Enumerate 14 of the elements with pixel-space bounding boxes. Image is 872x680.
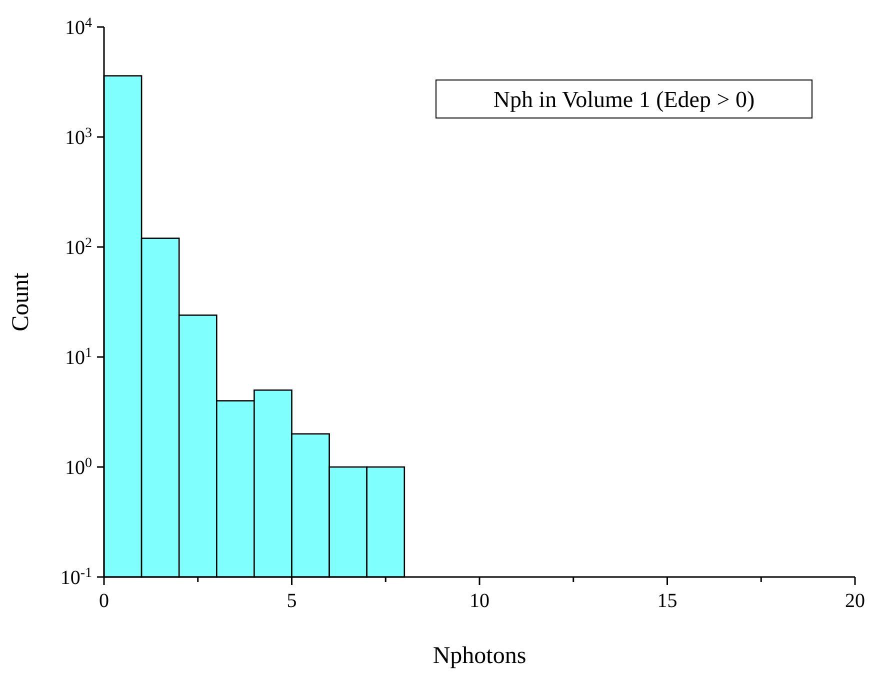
y-tick-label: 10$^{-1}$ [60,566,92,589]
x-tick-label: 10 [470,590,490,612]
x-axis-title: Nphotons [432,643,526,669]
y-tick-label: 10$^{3}$ [65,126,92,149]
y-tick-label: 10$^{1}$ [65,346,92,369]
x-tick-label: 20 [845,590,865,612]
y-tick-label: 10$^{2}$ [65,236,92,259]
y-tick-label: 10$^{0}$ [65,456,92,479]
x-tick-label: 0 [99,590,109,612]
x-tick-label: 5 [286,590,297,612]
annotation: Nph in Volume 1 (Edep > 0) [493,87,755,112]
x-tick-label: 15 [657,590,678,612]
y-axis-title: Count [8,272,34,332]
y-tick-label: 10$^{4}$ [65,16,92,39]
